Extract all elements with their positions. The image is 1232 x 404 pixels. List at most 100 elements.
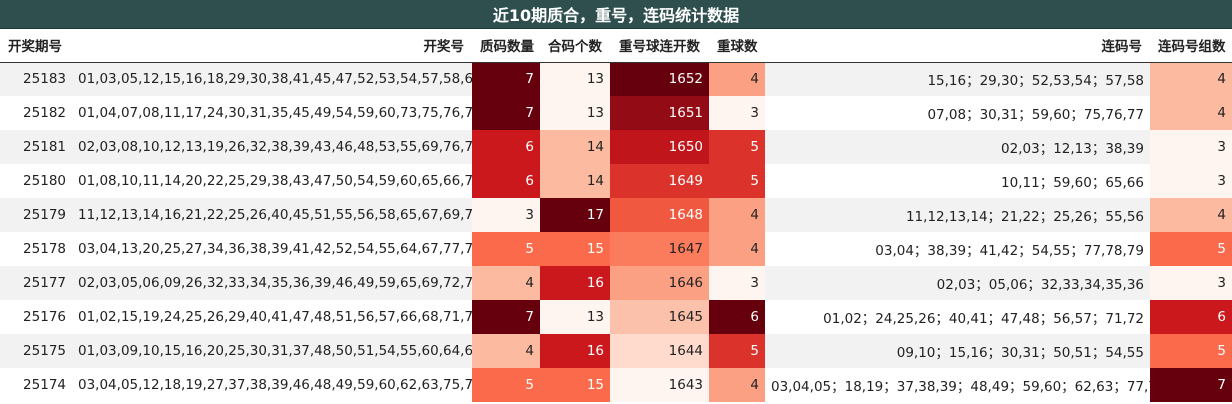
table-row: 25175 01,03,09,10,15,16,20,25,30,31,37,48… [0,334,1232,368]
consecutive-cell: 03,04,05；18,19；37,38,39；48,49；59,60；62,6… [765,368,1150,402]
issue-cell: 25175 [0,334,72,368]
issue-cell: 25176 [0,300,72,334]
table-row: 25179 11,12,13,14,16,21,22,25,26,40,45,51… [0,198,1232,232]
numbers-cell: 02,03,05,06,09,26,32,33,34,35,36,39,46,4… [72,266,472,300]
repeat-count-cell: 4 [709,368,765,402]
header-issue: 开奖期号 [0,29,72,63]
composite-count-cell: 15 [540,368,610,402]
numbers-cell: 01,03,09,10,15,16,20,25,30,31,37,48,50,5… [72,334,472,368]
header-composite-count: 合码个数 [540,29,610,63]
repeat-count-cell: 4 [709,198,765,232]
consecutive-groups-cell: 5 [1150,334,1232,368]
repeat-streak-cell: 1651 [610,96,709,130]
header-consecutive-groups: 连码号组数 [1150,29,1232,63]
consecutive-cell: 07,08；30,31；59,60；75,76,77 [765,96,1150,130]
consecutive-cell: 03,04；38,39；41,42；54,55；77,78,79 [765,232,1150,266]
issue-cell: 25182 [0,96,72,130]
repeat-streak-cell: 1650 [610,130,709,164]
consecutive-cell: 15,16；29,30；52,53,54；57,58 [765,62,1150,96]
consecutive-cell: 10,11；59,60；65,66 [765,164,1150,198]
repeat-streak-cell: 1646 [610,266,709,300]
header-repeat-count: 重球数 [709,29,765,63]
repeat-count-cell: 3 [709,96,765,130]
numbers-cell: 01,08,10,11,14,20,22,25,29,38,43,47,50,5… [72,164,472,198]
issue-cell: 25183 [0,62,72,96]
consecutive-groups-cell: 4 [1150,62,1232,96]
prime-count-cell: 7 [472,62,540,96]
numbers-cell: 02,03,08,10,12,13,19,26,32,38,39,43,46,4… [72,130,472,164]
issue-cell: 25177 [0,266,72,300]
composite-count-cell: 13 [540,62,610,96]
repeat-streak-cell: 1649 [610,164,709,198]
prime-count-cell: 7 [472,300,540,334]
composite-count-cell: 15 [540,232,610,266]
numbers-cell: 03,04,05,12,18,19,27,37,38,39,46,48,49,5… [72,368,472,402]
consecutive-cell: 09,10；15,16；30,31；50,51；54,55 [765,334,1150,368]
composite-count-cell: 16 [540,266,610,300]
repeat-count-cell: 3 [709,266,765,300]
numbers-cell: 03,04,13,20,25,27,34,36,38,39,41,42,52,5… [72,232,472,266]
repeat-streak-cell: 1644 [610,334,709,368]
prime-count-cell: 6 [472,164,540,198]
consecutive-cell: 02,03；05,06；32,33,34,35,36 [765,266,1150,300]
repeat-count-cell: 4 [709,62,765,96]
repeat-count-cell: 4 [709,232,765,266]
consecutive-cell: 01,02；24,25,26；40,41；47,48；56,57；71,72 [765,300,1150,334]
consecutive-groups-cell: 5 [1150,232,1232,266]
composite-count-cell: 16 [540,334,610,368]
prime-count-cell: 7 [472,96,540,130]
issue-cell: 25179 [0,198,72,232]
table-row: 25183 01,03,05,12,15,16,18,29,30,38,41,45… [0,62,1232,96]
prime-count-cell: 5 [472,368,540,402]
consecutive-groups-cell: 3 [1150,164,1232,198]
numbers-cell: 11,12,13,14,16,21,22,25,26,40,45,51,55,5… [72,198,472,232]
header-prime-count: 质码数量 [472,29,540,63]
header-numbers: 开奖号 [72,29,472,63]
repeat-streak-cell: 1648 [610,198,709,232]
table-row: 25178 03,04,13,20,25,27,34,36,38,39,41,42… [0,232,1232,266]
table-row: 25182 01,04,07,08,11,17,24,30,31,35,45,49… [0,96,1232,130]
composite-count-cell: 14 [540,164,610,198]
consecutive-groups-cell: 3 [1150,130,1232,164]
numbers-cell: 01,03,05,12,15,16,18,29,30,38,41,45,47,5… [72,62,472,96]
consecutive-cell: 02,03；12,13；38,39 [765,130,1150,164]
table-row: 25180 01,08,10,11,14,20,22,25,29,38,43,47… [0,164,1232,198]
composite-count-cell: 17 [540,198,610,232]
repeat-streak-cell: 1652 [610,62,709,96]
consecutive-groups-cell: 4 [1150,96,1232,130]
issue-cell: 25174 [0,368,72,402]
prime-count-cell: 5 [472,232,540,266]
repeat-streak-cell: 1647 [610,232,709,266]
header-repeat-streak: 重号球连开数 [610,29,709,63]
consecutive-cell: 11,12,13,14；21,22；25,26；55,56 [765,198,1150,232]
repeat-count-cell: 5 [709,130,765,164]
repeat-streak-cell: 1643 [610,368,709,402]
composite-count-cell: 14 [540,130,610,164]
issue-cell: 25181 [0,130,72,164]
consecutive-groups-cell: 6 [1150,300,1232,334]
composite-count-cell: 13 [540,300,610,334]
header-consecutive: 连码号 [765,29,1150,63]
numbers-cell: 01,02,15,19,24,25,26,29,40,41,47,48,51,5… [72,300,472,334]
prime-count-cell: 6 [472,130,540,164]
consecutive-groups-cell: 3 [1150,266,1232,300]
stats-table: 开奖期号 开奖号 质码数量 合码个数 重号球连开数 重球数 连码号 连码号组数 … [0,29,1232,402]
repeat-count-cell: 5 [709,164,765,198]
consecutive-groups-cell: 4 [1150,198,1232,232]
prime-count-cell: 3 [472,198,540,232]
prime-count-cell: 4 [472,334,540,368]
issue-cell: 25178 [0,232,72,266]
table-row: 25174 03,04,05,12,18,19,27,37,38,39,46,48… [0,368,1232,402]
numbers-cell: 01,04,07,08,11,17,24,30,31,35,45,49,54,5… [72,96,472,130]
issue-cell: 25180 [0,164,72,198]
table-row: 25177 02,03,05,06,09,26,32,33,34,35,36,39… [0,266,1232,300]
consecutive-groups-cell: 7 [1150,368,1232,402]
table-row: 25181 02,03,08,10,12,13,19,26,32,38,39,43… [0,130,1232,164]
table-body: 25183 01,03,05,12,15,16,18,29,30,38,41,45… [0,62,1232,402]
table-row: 25176 01,02,15,19,24,25,26,29,40,41,47,48… [0,300,1232,334]
repeat-count-cell: 5 [709,334,765,368]
repeat-streak-cell: 1645 [610,300,709,334]
table-title: 近10期质合，重号，连码统计数据 [0,0,1232,29]
header-row: 开奖期号 开奖号 质码数量 合码个数 重号球连开数 重球数 连码号 连码号组数 [0,29,1232,63]
composite-count-cell: 13 [540,96,610,130]
